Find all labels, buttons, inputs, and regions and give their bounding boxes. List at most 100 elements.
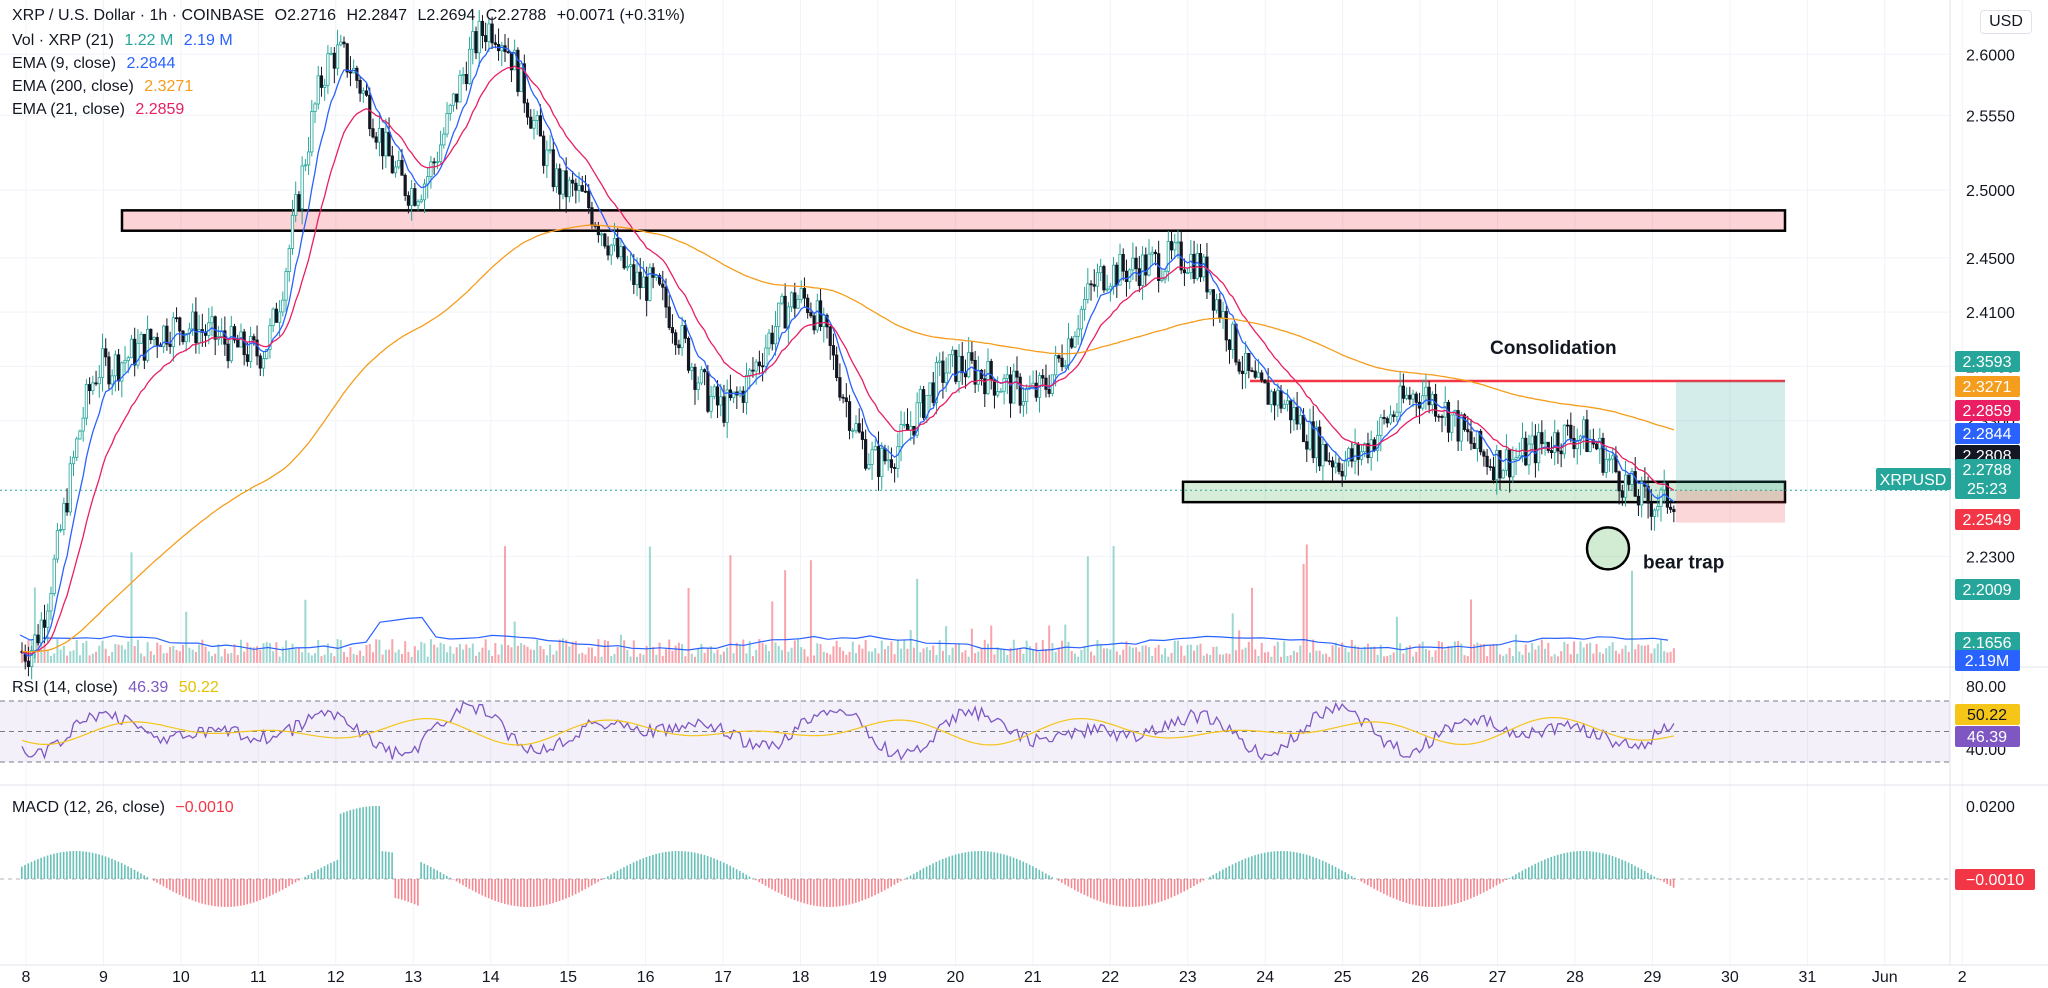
macd-bar	[1325, 862, 1327, 879]
macd-legend[interactable]: MACD (12, 26, close) −0.0010	[12, 796, 234, 819]
ohlc-high: H2.2847	[346, 7, 408, 24]
candle-body	[1301, 414, 1306, 443]
candle-body	[529, 116, 533, 129]
ema9-legend[interactable]: EMA (9, close) 2.2844	[12, 52, 175, 75]
volume-bar	[787, 651, 790, 663]
volume-bar	[938, 639, 941, 663]
candle-body	[880, 448, 884, 477]
volume-bar	[478, 651, 481, 663]
volume-bar	[1441, 642, 1444, 663]
macd-bar	[1309, 855, 1311, 879]
candle-body	[809, 312, 813, 317]
candle-body	[1659, 489, 1663, 507]
volume-bar	[745, 653, 748, 663]
volume-bar	[1254, 649, 1257, 663]
macd-bar	[91, 852, 94, 879]
candle-body	[1388, 414, 1393, 424]
macd-bar	[343, 812, 345, 879]
macd-bar	[37, 859, 39, 879]
candle-body	[1263, 379, 1267, 384]
volume-bar	[1579, 641, 1582, 663]
macd-bar	[1656, 878, 1659, 879]
candle-body	[796, 298, 800, 309]
candle-body	[171, 317, 175, 347]
volume-bar	[320, 656, 323, 663]
volume-bar	[713, 653, 716, 663]
candle-body	[184, 333, 188, 343]
volume-bar	[632, 640, 635, 663]
candle-body	[761, 365, 765, 368]
volume-bar	[1067, 641, 1070, 663]
macd-bar	[742, 872, 744, 879]
rsi-legend[interactable]: RSI (14, close) 46.39 50.22	[12, 676, 219, 699]
macd-bar	[1199, 879, 1202, 883]
candle-body	[1118, 254, 1122, 286]
candle-body	[1044, 377, 1048, 390]
candle-body	[1321, 444, 1325, 467]
volume-bar	[304, 599, 307, 663]
candle-body	[1279, 390, 1283, 409]
volume-bar	[1003, 649, 1006, 663]
macd-bar	[111, 858, 113, 879]
target-box	[1676, 380, 1785, 491]
volume-bar	[1360, 649, 1363, 663]
ema200-legend[interactable]: EMA (200, close) 2.3271	[12, 75, 193, 98]
volume-bar	[230, 653, 233, 663]
candle-body	[500, 45, 504, 52]
volume-bar	[1215, 646, 1218, 663]
candle-body	[889, 459, 894, 468]
candle-body	[1514, 457, 1518, 460]
volume-bar	[755, 649, 758, 663]
volume-bar	[1080, 649, 1083, 663]
candle-body	[348, 71, 353, 74]
candle-body	[1008, 374, 1013, 404]
volume-bar	[1328, 656, 1331, 663]
time-tick-label: 19	[869, 969, 887, 986]
volume-bar	[1350, 639, 1353, 663]
macd-bar	[1618, 858, 1620, 879]
macd-bar	[906, 877, 909, 879]
candle-body	[33, 634, 37, 651]
volume-bar	[706, 647, 709, 663]
volume-bar	[1077, 656, 1080, 663]
currency-selector[interactable]: USD	[1980, 10, 2032, 34]
macd-bar	[578, 879, 580, 893]
macd-bar	[397, 879, 400, 899]
candle-body	[1021, 401, 1026, 406]
volume-bar	[1106, 648, 1109, 663]
resistance-zone	[120, 209, 1787, 232]
macd-bar	[513, 879, 516, 906]
macd-bar	[1122, 879, 1124, 907]
volume-bar	[761, 642, 764, 663]
macd-bar	[143, 875, 145, 879]
volume-bar	[1508, 647, 1511, 663]
macd-bar	[1450, 879, 1453, 905]
macd-bar	[893, 879, 896, 885]
volume-bar	[1354, 645, 1357, 663]
candle-body	[1324, 444, 1328, 462]
candle-body	[1363, 443, 1367, 453]
macd-bar	[1399, 879, 1401, 901]
candle-body	[419, 199, 423, 203]
candle-body	[429, 161, 433, 177]
volume-bar	[1486, 656, 1489, 663]
ema21-legend[interactable]: EMA (21, close) 2.2859	[12, 98, 184, 121]
volume-bar	[806, 656, 809, 663]
macd-bar	[703, 855, 706, 879]
volume-bar	[961, 652, 964, 663]
macd-bar	[1489, 879, 1491, 890]
candle-body	[306, 151, 311, 166]
macd-bar	[1296, 852, 1298, 879]
vol-legend[interactable]: Vol · XRP (21) 1.22 M 2.19 M	[12, 29, 233, 52]
volume-bar	[136, 639, 139, 663]
macd-bar	[1569, 851, 1572, 879]
macd-bar	[294, 879, 297, 883]
volume-bar	[1498, 654, 1501, 663]
rsi-ma-badge-label: 50.22	[1967, 707, 2007, 724]
volume-bar	[764, 644, 767, 663]
macd-bar	[1028, 864, 1031, 879]
volume-bar	[784, 570, 787, 663]
candle-body	[822, 314, 826, 328]
